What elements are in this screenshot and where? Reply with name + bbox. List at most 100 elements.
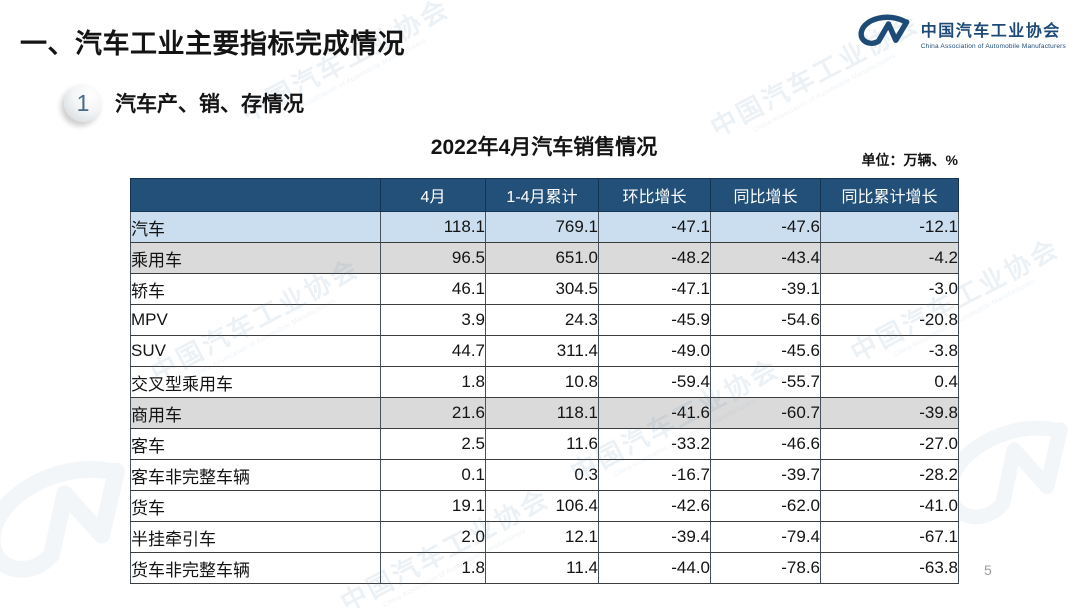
cell-value: 1.8 [380,366,486,398]
cell-value: -44.0 [598,552,711,584]
cell-value: 769.1 [485,211,599,243]
unit-label: 单位：万辆、% [861,152,958,168]
table-row: 客车非完整车辆 0.1 0.3 -16.7 -39.7 -28.2 [130,459,959,491]
cell-value: -28.2 [820,459,959,491]
row-label: 客车非完整车辆 [130,459,381,491]
cell-value: -54.6 [710,304,821,336]
section-number-badge: 1 [64,84,102,122]
cell-value: -3.8 [820,335,959,367]
cell-value: -47.1 [598,273,711,305]
row-label: 半挂牵引车 [130,521,381,553]
table-row: 货车 19.1 106.4 -42.6 -62.0 -41.0 [130,490,959,522]
table-row: 客车 2.5 11.6 -33.2 -46.6 -27.0 [130,428,959,460]
row-label: 货车非完整车辆 [130,552,381,584]
column-header: 1-4月累计 [485,178,599,212]
cell-value: 12.1 [485,521,599,553]
section-title: 汽车产、销、存情况 [115,93,304,116]
cell-value: 106.4 [485,490,599,522]
cell-value: -39.1 [710,273,821,305]
cell-value: 2.5 [380,428,486,460]
cell-value: -49.0 [598,335,711,367]
row-label: MPV [130,304,381,336]
cell-value: -27.0 [820,428,959,460]
cell-value: -46.6 [710,428,821,460]
cell-value: -3.0 [820,273,959,305]
cell-value: -78.6 [710,552,821,584]
table-header-row: 4月 1-4月累计 环比增长 同比增长 同比累计增长 [130,178,959,212]
column-header: 同比增长 [710,178,821,212]
row-label: SUV [130,335,381,367]
table-row: 轿车 46.1 304.5 -47.1 -39.1 -3.0 [130,273,959,305]
cell-value: -20.8 [820,304,959,336]
cell-value: 304.5 [485,273,599,305]
page-title: 一、汽车工业主要指标完成情况 [20,29,405,59]
logo-name-en: China Association of Automobile Manufact… [920,42,1066,50]
row-label: 轿车 [130,273,381,305]
cell-value: -48.2 [598,242,711,274]
column-header: 同比累计增长 [820,178,959,212]
cell-value: -55.7 [710,366,821,398]
cell-value: -45.9 [598,304,711,336]
cell-value: -41.0 [820,490,959,522]
cell-value: 11.6 [485,428,599,460]
cell-value: -12.1 [820,211,959,243]
cell-value: 2.0 [380,521,486,553]
cell-value: 651.0 [485,242,599,274]
cell-value: -79.4 [710,521,821,553]
cell-value: -41.6 [598,397,711,429]
cell-value: -39.7 [710,459,821,491]
cell-value: 44.7 [380,335,486,367]
corner-header [130,178,381,212]
cell-value: 311.4 [485,335,599,367]
cell-value: -4.2 [820,242,959,274]
cell-value: -39.4 [598,521,711,553]
cell-value: 10.8 [485,366,599,398]
row-label: 交叉型乘用车 [130,366,381,398]
cell-value: -47.6 [710,211,821,243]
cell-value: -45.6 [710,335,821,367]
column-header: 4月 [380,178,486,212]
table-row: 汽车 118.1 769.1 -47.1 -47.6 -12.1 [130,211,959,243]
table-row: SUV 44.7 311.4 -49.0 -45.6 -3.8 [130,335,959,367]
cell-value: 0.3 [485,459,599,491]
table-row: 半挂牵引车 2.0 12.1 -39.4 -79.4 -67.1 [130,521,959,553]
logo-name-cn: 中国汽车工业协会 [920,22,1061,40]
page-number: 5 [984,562,992,578]
cell-value: -63.8 [820,552,959,584]
caam-swoosh-icon [858,14,910,47]
cell-value: -67.1 [820,521,959,553]
column-header: 环比增长 [598,178,711,212]
cell-value: -43.4 [710,242,821,274]
cell-value: 24.3 [485,304,599,336]
row-label: 商用车 [130,397,381,429]
table-title: 2022年4月汽车销售情况 [430,136,658,159]
sales-table: 4月 1-4月累计 环比增长 同比增长 同比累计增长 汽车 118.1 769.1 -47.1… [130,178,959,584]
cell-value: 0.1 [380,459,486,491]
cell-value: -59.4 [598,366,711,398]
cell-value: 21.6 [380,397,486,429]
cell-value: 118.1 [485,397,599,429]
row-label: 汽车 [130,211,381,243]
cell-value: -33.2 [598,428,711,460]
table-row: 交叉型乘用车 1.8 10.8 -59.4 -55.7 0.4 [130,366,959,398]
row-label: 乘用车 [130,242,381,274]
cell-value: -16.7 [598,459,711,491]
cell-value: 1.8 [380,552,486,584]
row-label: 货车 [130,490,381,522]
cell-value: 96.5 [380,242,486,274]
cell-value: -47.1 [598,211,711,243]
cell-value: 46.1 [380,273,486,305]
cell-value: -42.6 [598,490,711,522]
caam-logo: 中国汽车工业协会 China Association of Automobile… [855,13,1066,53]
table-row: 货车非完整车辆 1.8 11.4 -44.0 -78.6 -63.8 [130,552,959,584]
cell-value: -62.0 [710,490,821,522]
cell-value: 11.4 [485,552,599,584]
cell-value: -39.8 [820,397,959,429]
table-row: MPV 3.9 24.3 -45.9 -54.6 -20.8 [130,304,959,336]
section-header: 1 汽车产、销、存情况 [64,84,304,122]
cell-value: -60.7 [710,397,821,429]
table-body: 汽车 118.1 769.1 -47.1 -47.6 -12.1 乘用车 96.5 651.0-… [130,211,959,584]
cell-value: 0.4 [820,366,959,398]
cell-value: 19.1 [380,490,486,522]
